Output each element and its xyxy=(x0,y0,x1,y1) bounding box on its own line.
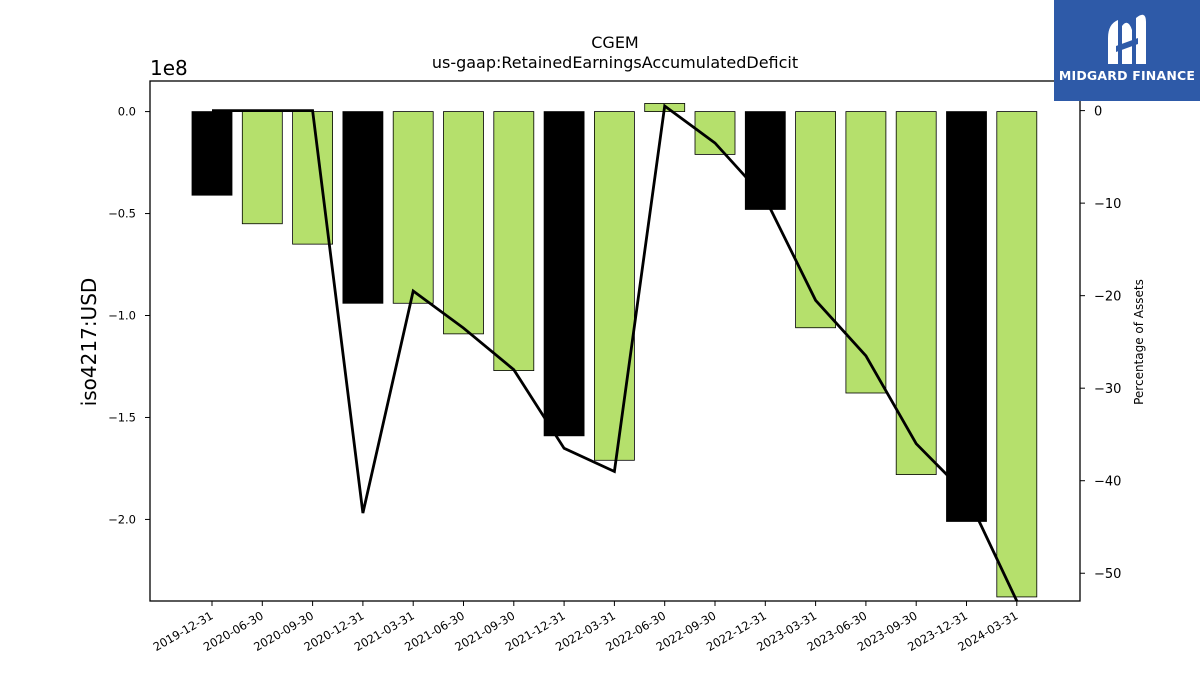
bar-2021-09-30 xyxy=(493,111,535,371)
y2-tick-label: −10 xyxy=(1094,197,1121,212)
bar-2020-06-30 xyxy=(241,111,283,225)
y-tick-label: 0.0 xyxy=(118,105,136,119)
bar-2023-09-30 xyxy=(895,111,937,475)
bar-2024-03-31 xyxy=(996,111,1038,598)
y-tick-label: −2.0 xyxy=(108,512,136,526)
bar-2023-12-31 xyxy=(946,111,987,522)
bar-2019-12-31 xyxy=(191,111,233,196)
y2-tick-label: −40 xyxy=(1094,475,1121,490)
bar-2023-03-31 xyxy=(795,111,836,329)
y2-tick-label: −50 xyxy=(1094,567,1121,582)
percentage-line-group xyxy=(212,103,1019,601)
y2-tick-label: −20 xyxy=(1094,290,1121,305)
bar-2021-06-30 xyxy=(443,111,484,335)
bar-2021-03-31 xyxy=(392,111,434,304)
logo-text: MIDGARD FINANCE xyxy=(1058,68,1196,83)
plot-frame xyxy=(149,80,1081,602)
y-offset-label: 1e8 xyxy=(150,56,188,80)
bar-2021-12-31 xyxy=(543,111,585,437)
percentage-line xyxy=(212,103,1019,601)
y2-axis-label: Percentage of Assets xyxy=(1132,279,1146,405)
bar-2022-03-31 xyxy=(594,111,635,461)
bar-2020-12-31 xyxy=(342,111,384,304)
bar-2023-06-30 xyxy=(845,111,887,394)
y-tick-label: −1.5 xyxy=(108,410,136,424)
midgard-logo-icon xyxy=(1108,14,1146,65)
y-axis-label: iso4217:USD xyxy=(77,278,101,407)
y-tick-label: −1.0 xyxy=(108,309,136,323)
midgard-finance-logo: MIDGARD FINANCE xyxy=(1054,0,1200,101)
bars-group xyxy=(191,103,1038,598)
y-tick-label: −0.5 xyxy=(108,207,136,221)
bar-2022-12-31 xyxy=(744,111,786,210)
chart-subtitle: us-gaap:RetainedEarningsAccumulatedDefic… xyxy=(432,53,798,72)
chart-title: CGEM xyxy=(591,33,638,52)
y2-tick-label: −30 xyxy=(1094,382,1121,397)
y2-tick-label: 0 xyxy=(1094,105,1102,120)
